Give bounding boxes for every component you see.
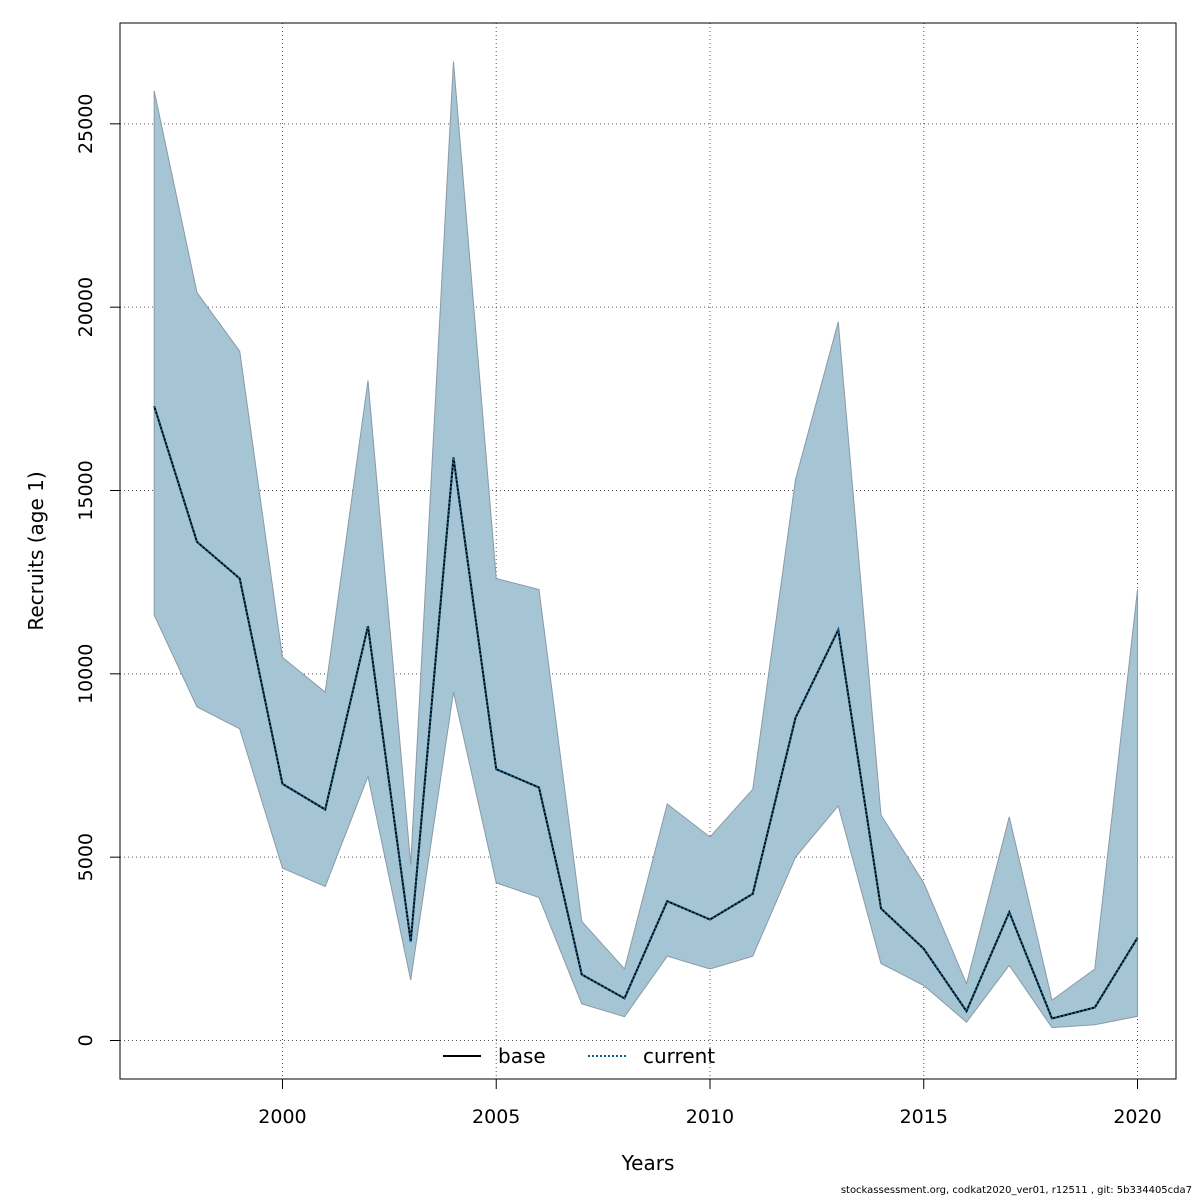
legend: base current <box>443 1044 715 1068</box>
y-tick-label: 5000 <box>75 833 97 881</box>
x-tick-label: 2005 <box>472 1106 520 1128</box>
x-tick-label: 2000 <box>258 1106 306 1128</box>
x-tick-label: 2015 <box>900 1106 948 1128</box>
x-axis-title: Years <box>621 1151 675 1175</box>
series-line-current <box>153 405 1139 1020</box>
x-axis: 2000 2005 2010 2015 2020 <box>258 1078 1162 1128</box>
y-tick-label: 25000 <box>75 94 97 154</box>
y-axis-title: Recruits (age 1) <box>24 471 48 630</box>
confidence-band <box>153 61 1139 1029</box>
footer-credit: stockassessment.org, codkat2020_ver01, r… <box>840 1185 1192 1196</box>
series-layer <box>153 405 1139 1020</box>
x-tick-label: 2010 <box>686 1106 734 1128</box>
y-tick-label: 0 <box>75 1034 97 1046</box>
confidence-band-layer <box>153 61 1139 1029</box>
legend-label-base: base <box>498 1044 546 1068</box>
x-tick-label: 2020 <box>1113 1106 1161 1128</box>
legend-label-current: current <box>643 1044 715 1068</box>
y-axis: 0 5000 10000 15000 20000 25000 <box>75 94 121 1047</box>
y-tick-label: 20000 <box>75 277 97 337</box>
y-tick-label: 10000 <box>75 644 97 704</box>
y-tick-label: 15000 <box>75 460 97 520</box>
